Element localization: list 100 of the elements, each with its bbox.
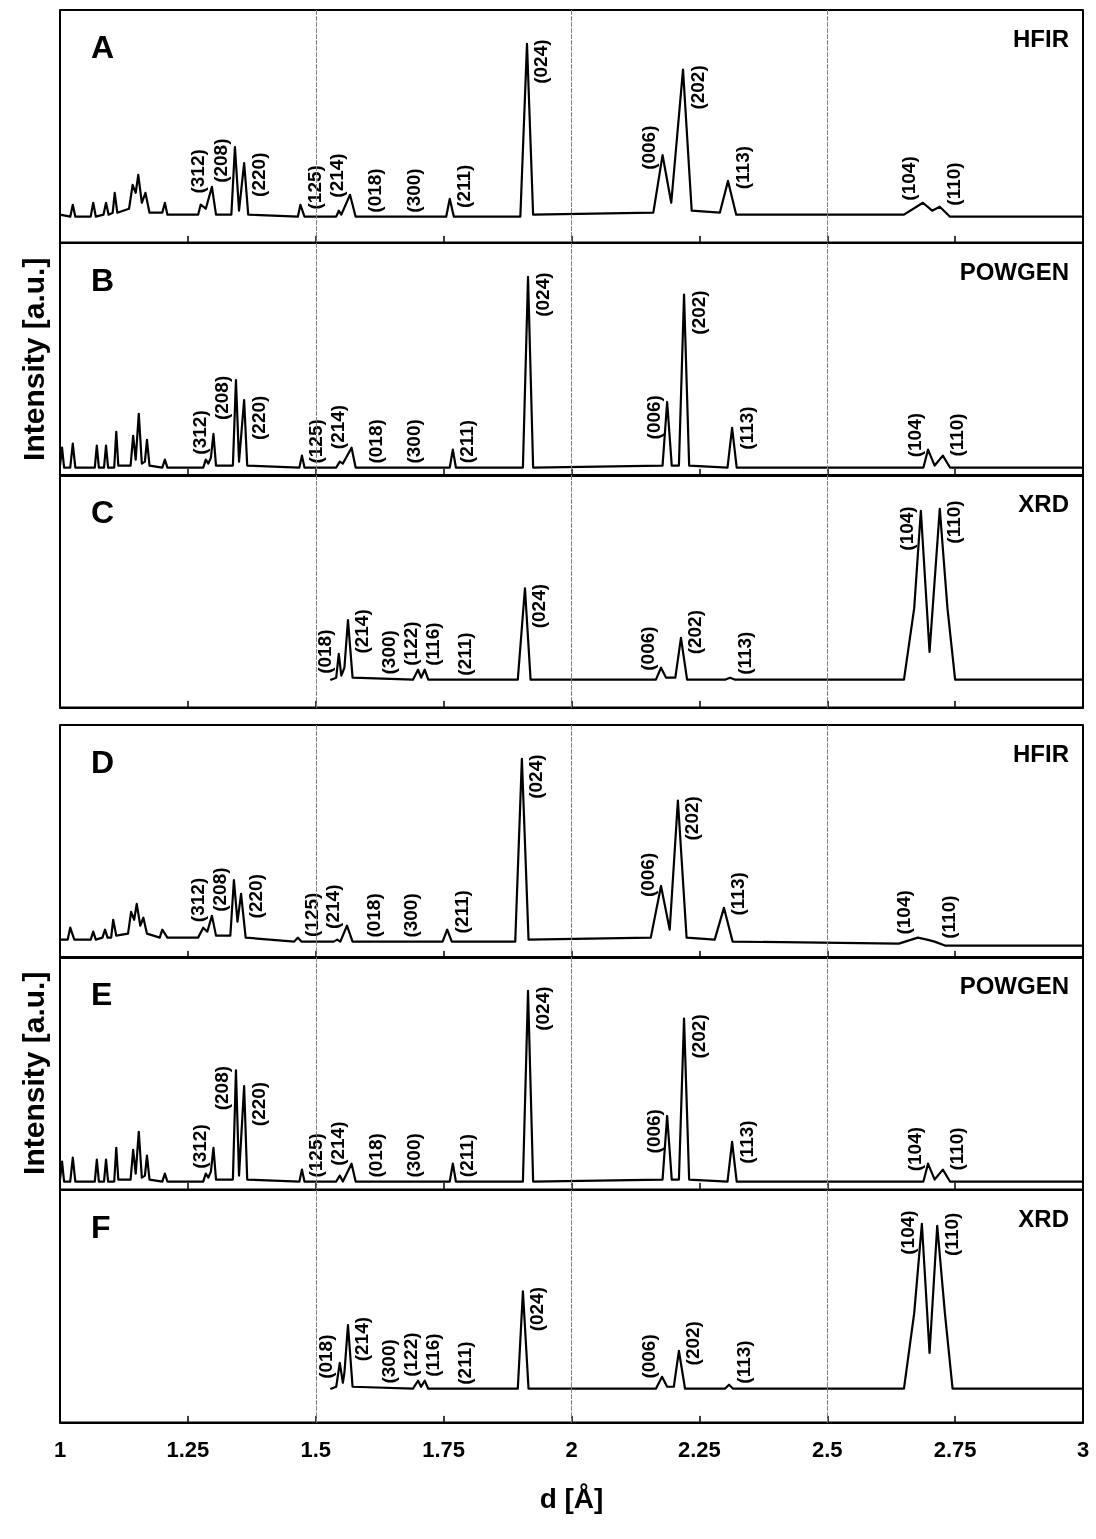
annotation: (312) [188,409,210,455]
annotation: (122) [400,621,422,666]
annotation: (018) [362,892,384,938]
annotation: (214) [351,609,373,654]
annotation: (006) [638,125,660,170]
annotation: (018) [364,168,386,213]
annotation: (208) [211,375,233,420]
x-tick-label: 1.75 [422,1436,466,1462]
annotation: (104) [898,156,920,201]
chart-title: D [91,743,115,780]
annotation: (220) [244,873,266,918]
x-tick-label: 2.25 [677,1436,721,1462]
annotation: (110) [946,412,968,457]
annotation: (312) [187,877,209,922]
annotation: POWGEN [959,257,1070,284]
annotation: (300) [403,1133,425,1178]
y-axis-title: Intensity [a.u.] [16,971,50,1175]
chart-title: F [91,1208,111,1245]
annotation: (202) [681,795,703,841]
annotation: (006) [642,394,664,439]
annotation: (110) [938,894,960,939]
annotation: (113) [731,145,753,190]
annotation: (202) [687,289,709,335]
x-axis-title: d [Å] [539,1482,604,1514]
annotation: (125) [303,165,325,210]
annotation: (018) [315,1334,337,1379]
annotation: XRD [1018,1204,1069,1231]
annotation: (125) [305,418,327,464]
x-tick-label: 1.5 [300,1436,332,1462]
annotation: (211) [456,1133,478,1178]
annotation: (211) [453,1340,475,1385]
annotation: (018) [365,418,387,464]
annotation: (104) [896,506,918,551]
annotation: (113) [735,1120,757,1164]
annotation: (211) [450,889,472,933]
annotation: (018) [365,1133,387,1178]
annotation: (104) [893,889,915,935]
x-tick-label: 2 [565,1436,578,1462]
annotation: (220) [247,395,269,440]
annotation: (113) [732,1339,754,1384]
chart-title: A [91,29,115,65]
annotation: (312) [187,149,209,194]
annotation: (312) [188,1124,210,1169]
annotation: (208) [209,866,231,912]
annotation: (300) [378,1338,400,1384]
annotation: (110) [943,162,965,206]
annotation: (116) [421,622,443,666]
annotation: (116) [421,1332,443,1377]
x-tick-label: 2.75 [933,1436,977,1462]
annotation: (300) [378,630,400,675]
annotation: (006) [636,626,658,671]
x-tick-label: 1 [53,1436,67,1462]
annotation: (113) [733,631,755,675]
x-tick-label: 3 [1076,1436,1090,1462]
annotation: (300) [403,168,425,213]
annotation: (104) [903,412,925,457]
annotation: (024) [526,1286,548,1331]
annotation: (024) [528,583,550,629]
annotation: (214) [325,153,347,198]
annotation: (110) [940,1212,962,1256]
chart-title: E [91,976,113,1012]
annotation: (220) [247,1081,269,1127]
annotation: (202) [684,609,706,655]
annotation: (214) [322,884,344,929]
annotation: (113) [727,871,749,915]
annotation: (110) [943,500,965,544]
annotation: (125) [305,1133,327,1178]
annotation: (208) [211,1065,233,1111]
annotation: (300) [403,418,425,464]
annotation: (211) [453,632,475,676]
annotation: (208) [210,138,232,183]
annotation: (214) [327,404,349,449]
annotation: (300) [400,892,422,938]
annotation: (211) [453,164,475,208]
annotation: HFIR [1013,739,1070,766]
annotation: HFIR [1013,24,1070,52]
annotation: (018) [314,629,336,674]
annotation: (006) [637,1333,659,1379]
annotation: (214) [351,1316,373,1361]
annotation: (110) [946,1127,968,1171]
annotation: XRD [1018,489,1069,517]
annotation: (024) [530,39,552,84]
annotation: (211) [456,419,478,463]
annotation: (113) [735,405,757,450]
annotation: (006) [642,1109,664,1154]
annotation: (104) [897,1209,919,1255]
annotation: (214) [327,1121,349,1166]
annotation: (024) [531,986,553,1031]
annotation: POWGEN [959,971,1070,999]
annotation: (202) [682,1320,704,1365]
annotation: (006) [636,852,658,897]
annotation: (104) [903,1126,925,1172]
chart-title: C [91,494,115,530]
x-tick-label: 1.25 [166,1436,210,1462]
y-axis-title: Intensity [a.u.] [16,257,50,461]
annotation: (202) [686,65,708,110]
annotation: (024) [525,753,547,799]
annotation: (024) [531,271,553,317]
annotation: (202) [687,1014,709,1059]
annotation: (122) [400,1331,422,1377]
